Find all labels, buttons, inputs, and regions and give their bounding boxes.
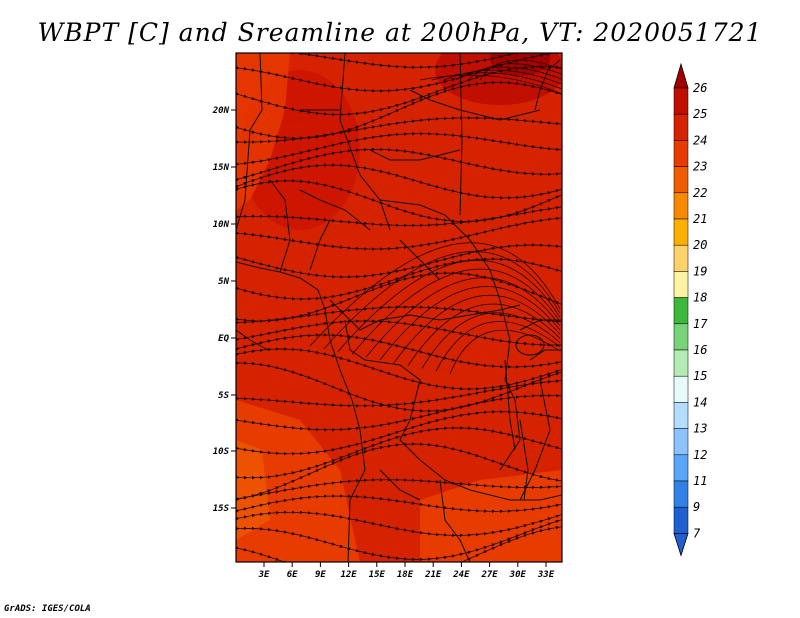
colorbar-label: 25	[693, 107, 707, 121]
colorbar-label: 24	[693, 133, 707, 147]
colorbar-label: 22	[693, 186, 707, 200]
longitude-axis: 3E 6E 9E 12E 15E 18E 21E 24E 27E 30E 33E	[258, 562, 555, 580]
lon-tick-label: 24E	[452, 570, 470, 580]
lon-tick-label: 15E	[369, 570, 386, 580]
lon-tick-label: 9E	[315, 570, 326, 580]
colorbar-swatch	[674, 402, 688, 428]
colorbar-label: 20	[693, 238, 707, 252]
wbpt-hottest-patch	[490, 40, 550, 76]
colorbar-bottom-arrow	[674, 533, 688, 555]
colorbar-swatch	[674, 376, 688, 402]
colorbar-label: 23	[693, 160, 707, 174]
lat-tick-label: EQ	[218, 334, 229, 344]
colorbar-swatch	[674, 324, 688, 350]
lon-tick-label: 12E	[340, 570, 357, 580]
lon-tick-label: 33E	[537, 570, 555, 580]
colorbar: 26 25 24 23 22 21 20 19 18 17 16 15 14 13 12 11 9 7	[674, 64, 708, 555]
lon-tick-label: 18E	[397, 570, 414, 580]
lat-tick-label: 15N	[213, 163, 230, 173]
latitude-axis: 20N 15N 10N 5N EQ 5S 10S 15S	[212, 106, 236, 514]
colorbar-swatch	[674, 88, 688, 114]
colorbar-swatch	[674, 193, 688, 219]
colorbar-label: 26	[693, 81, 707, 95]
lon-tick-label: 3E	[258, 570, 270, 580]
colorbar-label: 19	[693, 264, 707, 278]
lon-tick-label: 6E	[287, 570, 298, 580]
colorbar-label: 7	[693, 526, 701, 540]
colorbar-swatch	[674, 455, 688, 481]
streamline	[230, 32, 566, 44]
grads-credit: GrADS: IGES/COLA	[4, 604, 91, 614]
lat-tick-label: 5N	[218, 277, 229, 287]
colorbar-swatch	[674, 219, 688, 245]
colorbar-swatch	[674, 245, 688, 271]
colorbar-label: 11	[693, 474, 707, 488]
colorbar-swatch	[674, 167, 688, 193]
colorbar-label: 18	[693, 291, 707, 305]
lon-tick-label: 21E	[424, 570, 442, 580]
colorbar-swatch	[674, 298, 688, 324]
lon-tick-label: 27E	[480, 570, 498, 580]
colorbar-label: 14	[693, 395, 707, 409]
lat-tick-label: 5S	[218, 391, 229, 401]
colorbar-label: 12	[693, 448, 707, 462]
colorbar-swatch	[674, 429, 688, 455]
colorbar-label: 16	[693, 343, 707, 357]
colorbar-swatch	[674, 271, 688, 297]
colorbar-swatch	[674, 481, 688, 507]
colorbar-swatch	[674, 350, 688, 376]
colorbar-label: 21	[693, 212, 707, 226]
colorbar-top-arrow	[674, 64, 688, 88]
map-plot-area	[230, 32, 576, 584]
colorbar-swatch	[674, 507, 688, 533]
colorbar-label: 13	[693, 422, 707, 436]
lon-tick-label: 30E	[509, 570, 527, 580]
colorbar-label: 17	[693, 317, 708, 331]
colorbar-swatch	[674, 140, 688, 166]
lat-tick-label: 10N	[213, 220, 230, 230]
colorbar-label: 15	[693, 369, 707, 383]
lat-tick-label: 10S	[213, 447, 230, 457]
colorbar-label: 9	[693, 500, 700, 514]
lat-tick-label: 15S	[213, 504, 230, 514]
colorbar-swatch	[674, 114, 688, 140]
lat-tick-label: 20N	[212, 106, 230, 116]
